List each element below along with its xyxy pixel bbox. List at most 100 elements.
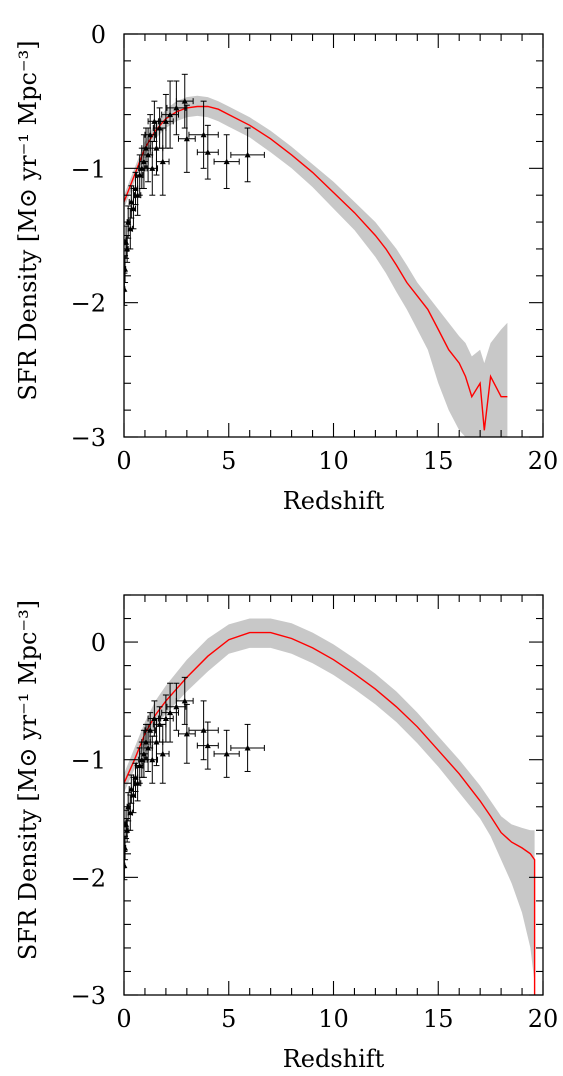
data-marker bbox=[124, 239, 130, 245]
data-marker bbox=[200, 727, 207, 733]
data-marker bbox=[124, 266, 129, 272]
data-marker bbox=[181, 697, 188, 704]
chart-panel-top: 0 5 10 15 20 0 −1 −2 −3 Redshift SFR Den… bbox=[14, 21, 558, 515]
data-marker bbox=[167, 709, 174, 716]
observation-point bbox=[155, 723, 170, 784]
observation-point bbox=[139, 134, 149, 189]
data-marker bbox=[200, 131, 207, 138]
observation-point bbox=[161, 682, 179, 743]
observation-point bbox=[188, 700, 219, 761]
model-line bbox=[124, 631, 536, 995]
data-marker bbox=[128, 786, 135, 792]
plot-area-bottom bbox=[124, 618, 536, 995]
data-marker bbox=[159, 158, 166, 165]
observation-point bbox=[230, 127, 265, 183]
observation-point bbox=[196, 721, 219, 770]
data-marker bbox=[244, 744, 251, 751]
data-marker bbox=[140, 750, 147, 757]
y-tick-label: 0 bbox=[91, 21, 106, 49]
data-marker bbox=[138, 756, 145, 763]
data-marker bbox=[136, 762, 143, 769]
x-tick-label: 20 bbox=[528, 447, 559, 475]
observation-point bbox=[175, 676, 194, 725]
observation-point bbox=[161, 80, 179, 149]
x-tick-label: 5 bbox=[221, 447, 236, 475]
data-marker bbox=[153, 739, 160, 745]
data-marker bbox=[162, 118, 169, 124]
data-marker bbox=[147, 131, 154, 138]
data-marker bbox=[173, 703, 180, 710]
data-marker bbox=[147, 727, 154, 733]
x-tick-labels-bottom: 0 5 10 15 20 bbox=[116, 1005, 558, 1033]
data-marker bbox=[127, 809, 134, 816]
observation-point bbox=[177, 703, 196, 764]
x-tick-label: 15 bbox=[423, 447, 454, 475]
y-tick-label: −3 bbox=[71, 982, 106, 1010]
data-marker bbox=[204, 742, 211, 749]
data-marker bbox=[142, 145, 149, 151]
chart-panel-bottom: 0 5 10 15 20 0 −1 −2 −3 Redshift SFR Den… bbox=[14, 594, 558, 1073]
data-marker bbox=[153, 145, 160, 151]
observation-point bbox=[213, 729, 240, 778]
data-marker bbox=[132, 774, 139, 780]
y-tick-labels-top: 0 −1 −2 −3 bbox=[71, 21, 106, 452]
data-marker bbox=[128, 198, 135, 205]
x-axis-label-top: Redshift bbox=[283, 487, 385, 515]
data-marker bbox=[124, 286, 128, 292]
data-marker bbox=[181, 98, 188, 104]
plot-clip bbox=[124, 618, 536, 995]
plot-area-top bbox=[124, 73, 508, 437]
data-marker bbox=[149, 165, 156, 171]
y-tick-label: −2 bbox=[71, 290, 106, 318]
data-marker bbox=[142, 739, 149, 745]
data-marker bbox=[132, 185, 139, 191]
data-marker bbox=[159, 750, 166, 757]
observation-point bbox=[130, 187, 137, 230]
data-marker bbox=[204, 149, 211, 155]
observation-point bbox=[166, 80, 187, 136]
data-marker bbox=[173, 104, 180, 111]
data-marker bbox=[140, 158, 147, 165]
x-tick-label: 20 bbox=[528, 1005, 559, 1033]
model-line bbox=[124, 105, 508, 431]
observation-point bbox=[146, 735, 159, 784]
observation-point bbox=[139, 729, 149, 778]
data-marker bbox=[156, 125, 163, 131]
x-tick-label: 10 bbox=[318, 447, 349, 475]
observation-point bbox=[124, 835, 129, 861]
y-tick-label: −1 bbox=[71, 155, 106, 183]
data-marker bbox=[162, 715, 169, 722]
y-tick-label: 0 bbox=[91, 629, 106, 657]
observation-point bbox=[158, 93, 174, 149]
data-marker bbox=[244, 151, 251, 158]
data-marker bbox=[130, 792, 137, 798]
x-tick-label: 10 bbox=[318, 1005, 349, 1033]
observation-point bbox=[196, 124, 219, 180]
y-axis-label-top: SFR Density [M⊙ yr⁻¹ Mpc⁻³] bbox=[14, 40, 42, 400]
x-tick-label: 15 bbox=[423, 1005, 454, 1033]
x-tick-label: 5 bbox=[221, 1005, 236, 1033]
observation-point bbox=[230, 723, 265, 772]
data-marker bbox=[223, 750, 230, 757]
observation-point bbox=[177, 104, 196, 173]
data-marker bbox=[183, 135, 190, 142]
y-tick-labels-bottom: 0 −1 −2 −3 bbox=[71, 629, 106, 1010]
data-marker bbox=[136, 172, 143, 178]
observation-point bbox=[155, 127, 170, 196]
observation-point bbox=[213, 134, 240, 189]
x-tick-label: 0 bbox=[116, 447, 131, 475]
data-marker bbox=[124, 862, 128, 869]
y-tick-label: −1 bbox=[71, 747, 106, 775]
data-marker bbox=[156, 721, 163, 727]
axis-ticks-bottom bbox=[123, 594, 544, 996]
data-marker bbox=[167, 111, 174, 118]
data-marker bbox=[130, 205, 137, 212]
data-marker bbox=[183, 730, 190, 737]
data-marker bbox=[127, 225, 134, 232]
y-tick-label: −3 bbox=[71, 424, 106, 452]
model-uncertainty-band bbox=[124, 618, 535, 995]
y-axis-label-bottom: SFR Density [M⊙ yr⁻¹ Mpc⁻³] bbox=[14, 600, 42, 960]
data-marker bbox=[138, 165, 145, 171]
observation-point bbox=[175, 73, 194, 129]
